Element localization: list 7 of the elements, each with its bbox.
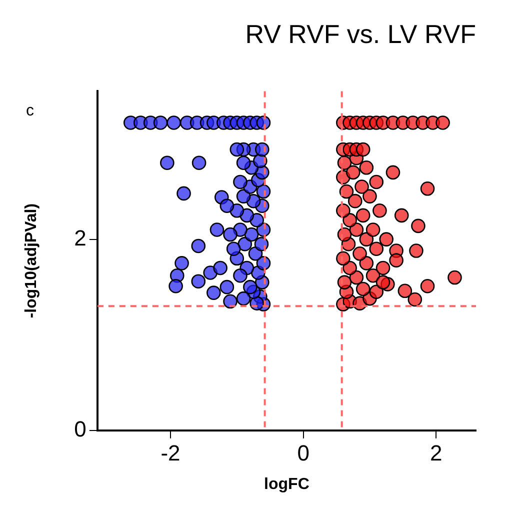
text: c	[26, 102, 34, 120]
x-axis-title: logFC	[264, 476, 310, 493]
x-tick-label: -2	[160, 440, 180, 466]
y-axis-title: -log10(adjPVal)	[23, 203, 40, 318]
chart-title: RV RVF vs. LV RVF	[245, 18, 476, 49]
x-tick-label: 0	[297, 440, 310, 466]
x-tick-label: 2	[430, 440, 442, 466]
